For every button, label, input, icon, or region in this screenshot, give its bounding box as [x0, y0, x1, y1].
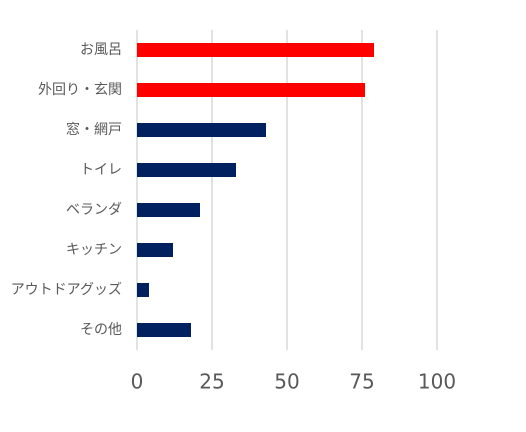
bar	[137, 123, 266, 137]
y-tick-label: ベランダ	[66, 202, 122, 218]
y-tick-label: トイレ	[80, 162, 122, 178]
y-tick-label: その他	[80, 322, 122, 338]
y-tick-label: お風呂	[80, 42, 122, 58]
bar	[137, 203, 200, 217]
bar	[137, 163, 236, 177]
bar	[137, 43, 374, 57]
bar	[137, 243, 173, 257]
x-tick-label: 0	[131, 370, 144, 394]
y-tick-label: キッチン	[66, 242, 122, 258]
bar	[137, 83, 365, 97]
x-tick-label: 75	[349, 370, 374, 394]
bar	[137, 283, 149, 297]
x-tick-label: 50	[274, 370, 299, 394]
bar	[137, 323, 191, 337]
y-tick-label: 外回り・玄関	[38, 81, 122, 98]
y-tick-label: 窓・網戸	[66, 121, 122, 138]
x-tick-label: 100	[418, 370, 456, 394]
y-tick-label: アウトドアグッズ	[11, 282, 122, 298]
x-tick-label: 25	[199, 370, 224, 394]
